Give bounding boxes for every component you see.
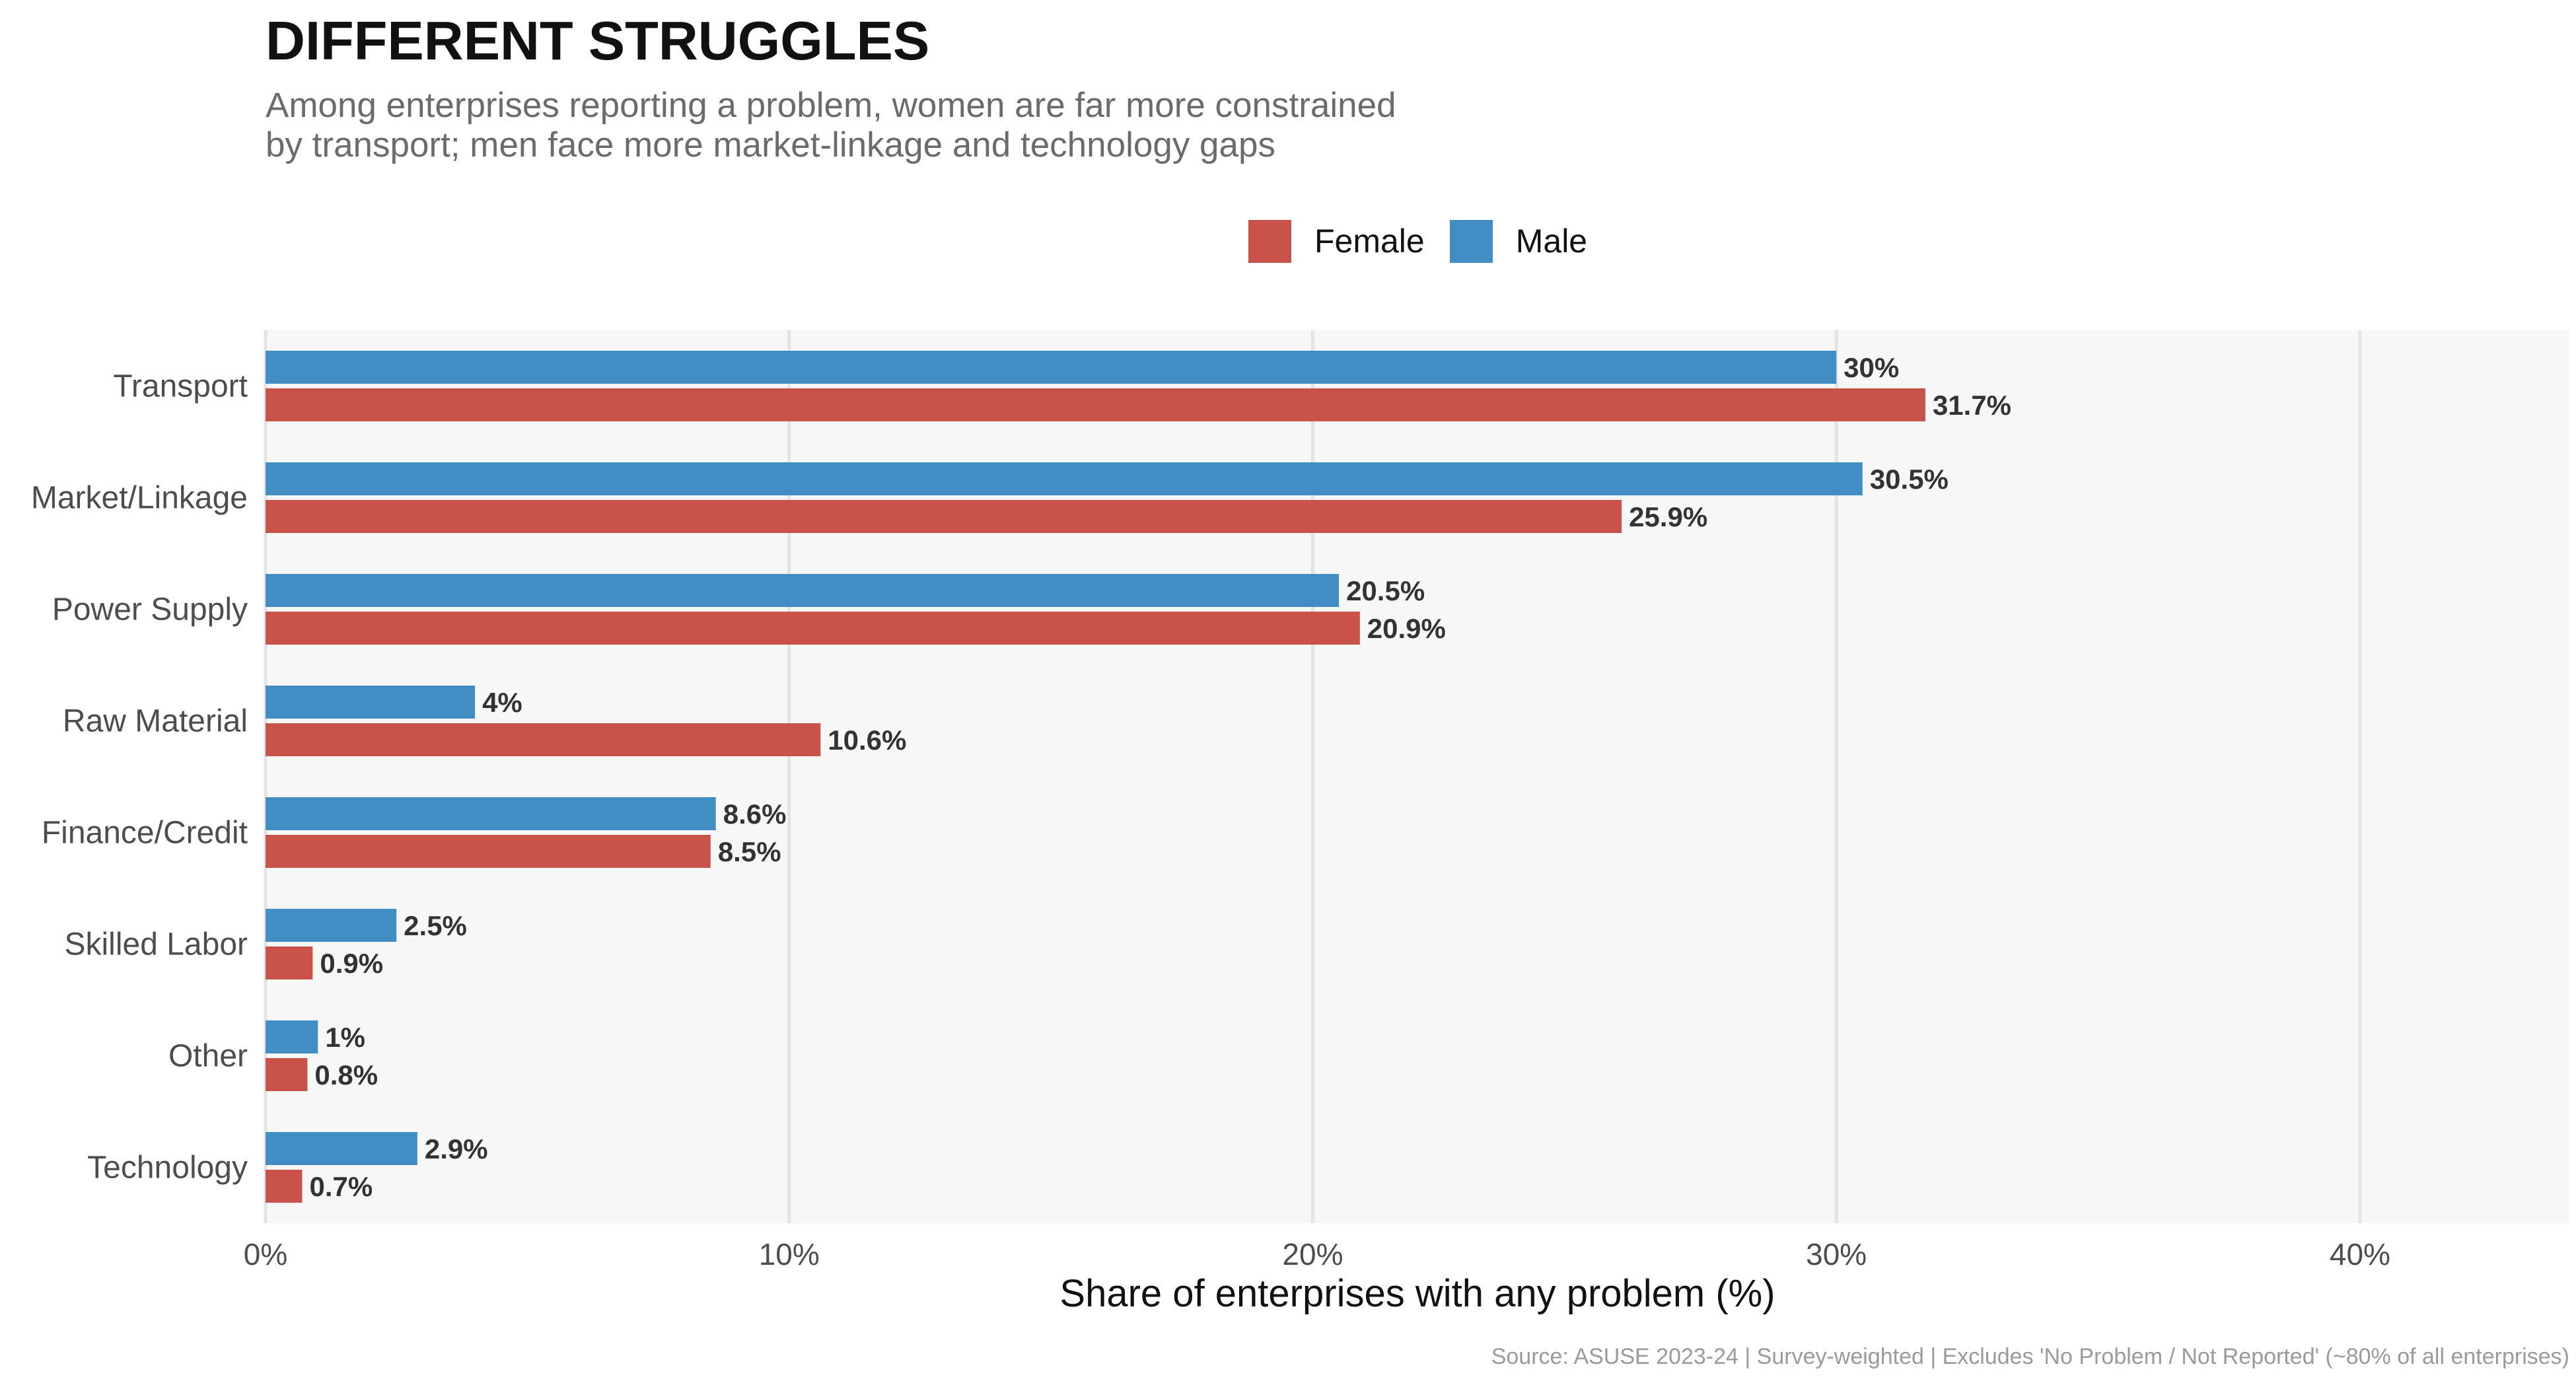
bar-female <box>266 723 821 756</box>
x-tick-label: 0% <box>244 1237 287 1271</box>
bar-female <box>266 612 1360 645</box>
data-label-male: 1% <box>325 1022 365 1053</box>
y-tick-label: Finance/Credit <box>42 816 248 851</box>
data-label-male: 30.5% <box>1870 464 1949 495</box>
y-tick-label: Other <box>168 1039 248 1074</box>
data-label-female: 25.9% <box>1629 501 1707 532</box>
chart-subtitle-line-2: by transport; men face more market-linka… <box>266 125 1275 164</box>
bar-female <box>266 500 1622 533</box>
data-label-male: 30% <box>1843 352 1899 383</box>
bar-female <box>266 835 711 868</box>
legend-item-female: Female <box>1248 219 1425 263</box>
chart-title: DIFFERENT STRUGGLES <box>266 10 930 71</box>
source-note: Source: ASUSE 2023-24 | Survey-weighted … <box>1491 1344 2569 1369</box>
bar-male <box>266 1020 318 1053</box>
bar-male <box>266 462 1863 495</box>
data-label-male: 8.6% <box>723 799 787 830</box>
x-tick-label: 10% <box>759 1237 820 1271</box>
bar-male <box>266 797 716 830</box>
data-label-female: 0.7% <box>309 1171 373 1202</box>
y-tick-label: Power Supply <box>52 592 248 627</box>
legend-item-male: Male <box>1449 219 1588 263</box>
bar-female <box>266 946 313 979</box>
bar-male <box>266 351 1837 384</box>
data-label-female: 31.7% <box>1933 390 2011 421</box>
data-label-female: 20.9% <box>1367 613 1446 644</box>
bar-male <box>266 574 1340 607</box>
x-tick-label: 30% <box>1806 1237 1867 1271</box>
x-tick-label: 40% <box>2330 1237 2390 1271</box>
data-label-female: 8.5% <box>718 836 781 867</box>
y-tick-label: Market/Linkage <box>31 481 248 516</box>
chart-subtitle-line-1: Among enterprises reporting a problem, w… <box>266 86 1396 125</box>
y-tick-label: Technology <box>87 1151 248 1186</box>
chart-legend: Female Male <box>1248 218 1612 264</box>
bar-male <box>266 1132 417 1165</box>
data-label-male: 2.5% <box>404 910 467 941</box>
data-label-male: 20.5% <box>1346 575 1425 606</box>
legend-label-male: Male <box>1515 223 1588 260</box>
legend-label-female: Female <box>1314 223 1425 260</box>
x-tick-label: 20% <box>1282 1237 1343 1271</box>
data-label-female: 0.9% <box>320 948 383 979</box>
bar-female <box>266 388 1925 421</box>
x-axis-title: Share of enterprises with any problem (%… <box>1059 1272 1775 1315</box>
data-label-female: 0.8% <box>314 1059 378 1090</box>
bar-female <box>266 1170 303 1203</box>
y-tick-label: Raw Material <box>63 704 248 739</box>
legend-swatch-male <box>1449 219 1493 263</box>
bar-female <box>266 1058 308 1091</box>
y-tick-label: Transport <box>113 369 248 404</box>
data-label-female: 10.6% <box>828 725 906 756</box>
data-label-male: 2.9% <box>425 1133 488 1164</box>
data-label-male: 4% <box>482 687 522 718</box>
bar-male <box>266 686 476 719</box>
legend-swatch-female <box>1248 219 1291 263</box>
y-tick-label: Skilled Labor <box>65 927 248 962</box>
bar-male <box>266 909 397 942</box>
